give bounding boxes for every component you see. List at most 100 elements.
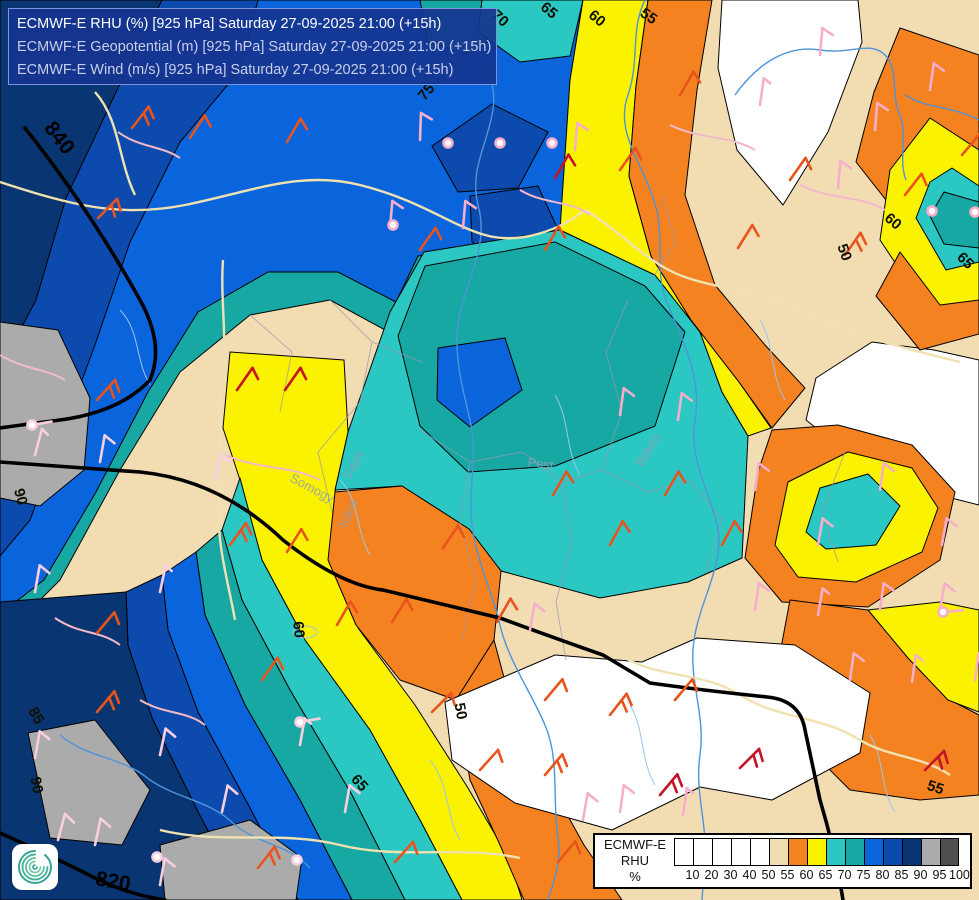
wind-barb-f1 [441, 524, 466, 550]
wind-barb-f2 [608, 692, 633, 717]
legend-tick-30: 30 [723, 868, 738, 882]
legend-cell-100 [940, 838, 959, 866]
title-wind: ECMWF-E Wind (m/s) [925 hPa] Saturday 27… [17, 61, 454, 78]
legend-unit: % [629, 869, 641, 884]
wind-barb-f1 [235, 366, 260, 392]
wind-barb-f1 [736, 223, 760, 250]
wind-barb-f1 [663, 470, 687, 497]
wind-barb-f2 [96, 197, 122, 220]
legend-tick-40: 40 [742, 868, 757, 882]
wind-barb-f1 [285, 117, 309, 144]
legend-tick-100: 100 [949, 868, 970, 882]
wind-barb-c [442, 137, 454, 149]
wind-barb-f1 [390, 597, 414, 624]
wind-barb-f1 [283, 366, 308, 392]
wind-barb-f1 [878, 461, 896, 492]
wind-barb-f1 [543, 225, 567, 252]
wind-barb-f2 [843, 231, 868, 257]
wind-barb-f1 [940, 517, 958, 547]
wind-barb-f1 [753, 461, 771, 492]
legend-cell-50 [750, 838, 769, 866]
legend-tick-95: 95 [932, 868, 947, 882]
wind-barb-f1 [478, 748, 504, 772]
rivers [59, 0, 979, 900]
wind-barb-c [151, 851, 163, 863]
wind-barb-f1 [213, 452, 232, 482]
rhu-color-legend: ECMWF-E RHU % 10 20 30 40 50 55 60 65 70 75 80 85 90… [593, 833, 972, 889]
wind-barb-f2 [543, 753, 569, 777]
wind-barb-f1 [928, 61, 946, 92]
wind-barb-f1 [343, 784, 361, 814]
wind-barb-f2 [738, 747, 764, 770]
wind-barb-f1 [816, 517, 834, 547]
wind-barb-f1 [95, 611, 121, 635]
wind-barb-f2 [95, 690, 121, 714]
rh-contour-label-90: 90 [10, 487, 31, 508]
rh-contour-label-50: 50 [833, 242, 855, 263]
legend-cell-60 [788, 838, 807, 866]
region-white-bottom [444, 637, 871, 831]
title-rhu: ECMWF-E RHU (%) [925 hPa] Saturday 27-09… [17, 15, 442, 32]
streams [119, 309, 896, 841]
county-label-Pest: Pest [527, 454, 555, 473]
wind-barb-f1 [788, 156, 813, 182]
rh-contour-label-85: 85 [24, 704, 47, 727]
wind-barb-f1 [93, 817, 112, 847]
wind-barb-f2 [130, 105, 155, 130]
legend-cell-80 [864, 838, 883, 866]
wind-barb-f2 [95, 378, 121, 402]
wind-barb-c [546, 137, 558, 149]
legend-cell-90 [902, 838, 921, 866]
wind-barb-f1 [618, 783, 636, 814]
region-white-right [805, 341, 979, 506]
legend-cell-30 [712, 838, 731, 866]
wind-barb-f1 [188, 114, 212, 140]
wind-barb-c [291, 854, 303, 866]
wind-barb-f1 [873, 101, 890, 132]
legend-tick-75: 75 [856, 868, 871, 882]
wind-barb-f1 [285, 527, 309, 554]
rh-contour-label-50: 50 [451, 702, 471, 721]
legend-tick-55: 55 [780, 868, 795, 882]
wind-barb-f1 [608, 519, 631, 547]
legend-tick-values: 10 20 30 40 50 55 60 65 70 75 80 85 90 95 100 [683, 868, 970, 882]
wind-barb-f1 [618, 146, 643, 172]
legend-tick-90: 90 [913, 868, 928, 882]
weather-service-logo[interactable] [12, 844, 58, 890]
legend-tick-20: 20 [704, 868, 719, 882]
wind-barb-f1 [753, 581, 771, 612]
secondary-roads [0, 124, 886, 726]
rh-contour-label-60: 60 [289, 621, 307, 639]
rh-contour-label-55: 55 [637, 5, 660, 28]
band-gray-left [0, 321, 91, 507]
legend-model: ECMWF-E [603, 837, 667, 852]
wind-barb-f1 [673, 678, 699, 702]
geopotential-line-840 [0, 126, 158, 430]
legend-color-cells [674, 838, 959, 866]
wind-barb-f1 [878, 581, 896, 612]
rh-contour-label-90: 90 [27, 776, 47, 795]
wind-barb-f1 [461, 199, 478, 230]
wind-barb-f1 [495, 597, 519, 624]
band-navy-nw [0, 0, 163, 369]
legend-cell-75 [845, 838, 864, 866]
legend-label: ECMWF-E RHU % [599, 837, 671, 885]
wind-barb-f1 [720, 519, 743, 547]
wind-barb-f1 [158, 727, 177, 757]
legend-parameter: RHU [620, 853, 650, 868]
legend-cell-40 [731, 838, 750, 866]
wind-barb-f1 [158, 857, 176, 887]
wind-barb-c [926, 205, 938, 217]
wind-barb-h [816, 587, 831, 617]
wind-barb-f1 [260, 656, 285, 682]
wind-barb-h [158, 564, 173, 594]
wind-barb-f2 [658, 773, 684, 797]
wind-barb-c [969, 206, 979, 218]
wind-barb-c [494, 137, 506, 149]
legend-tick-50: 50 [761, 868, 776, 882]
wind-barb-f1 [973, 651, 979, 682]
wind-barb-f2 [923, 749, 949, 772]
wind-barb-h [681, 786, 695, 817]
